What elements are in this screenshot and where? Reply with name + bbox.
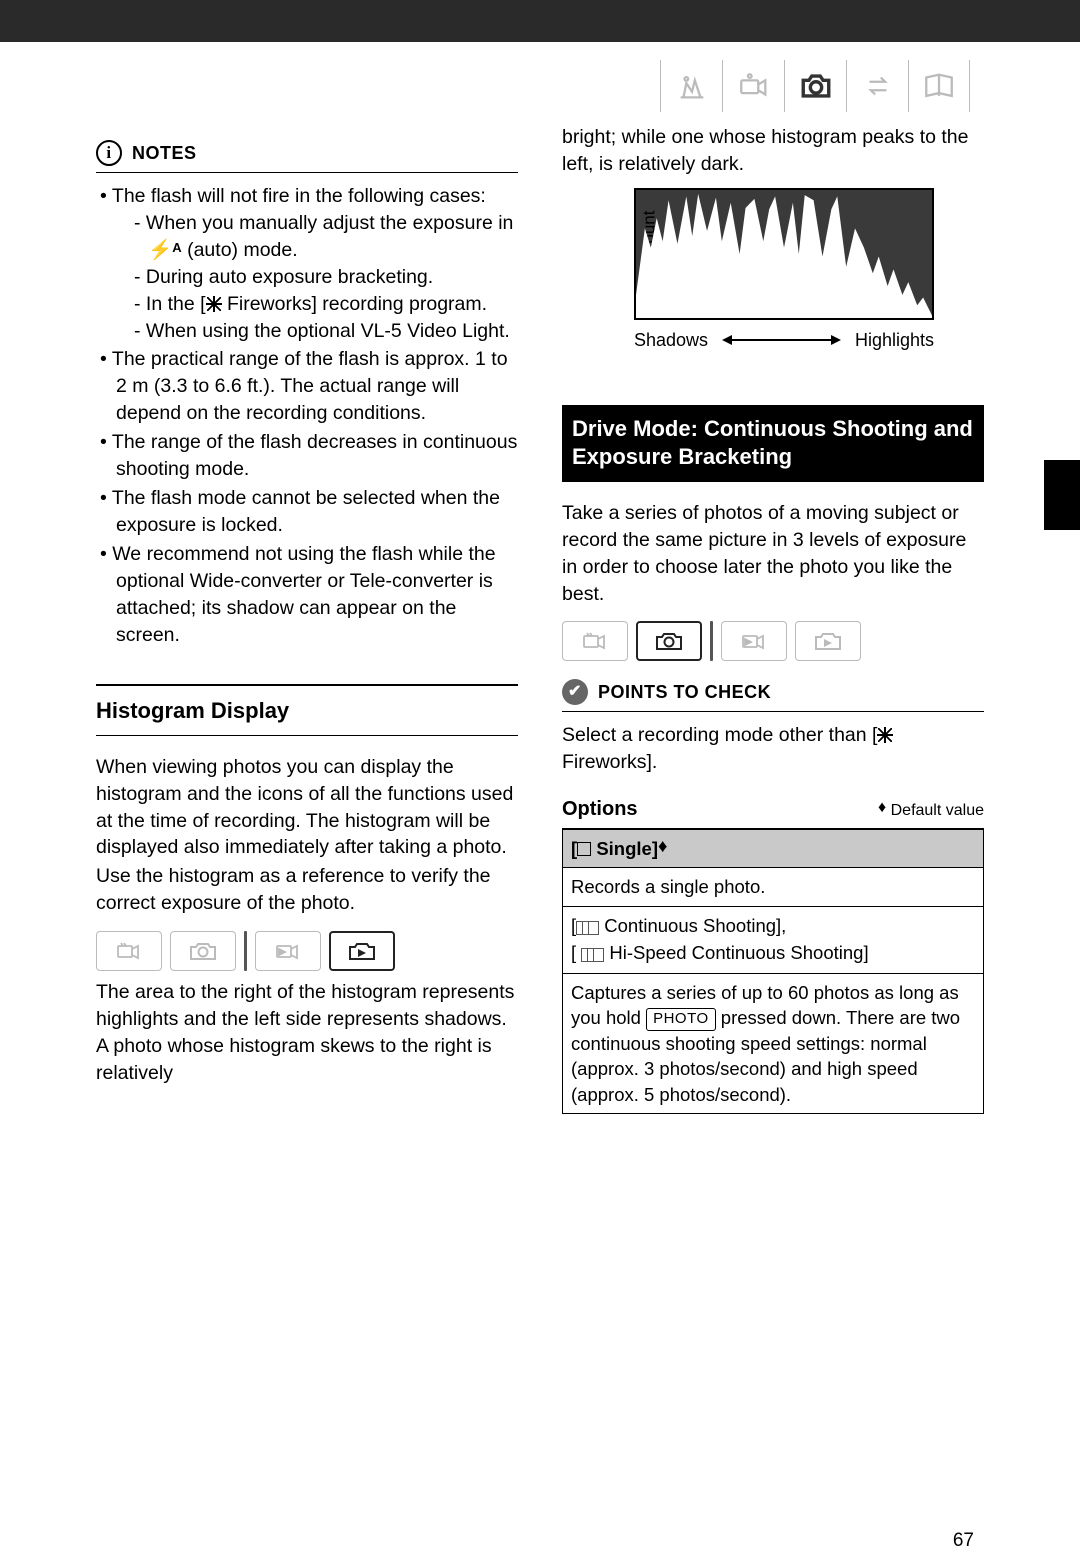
options-label: Options <box>562 796 638 824</box>
top-bar <box>0 0 1080 42</box>
option-row-continuous: [ Continuous Shooting], [ Hi-Speed Conti… <box>563 906 983 973</box>
check-icon: ✔ <box>562 679 588 705</box>
fireworks-icon <box>206 296 222 312</box>
page-number: 67 <box>953 1530 974 1552</box>
options-default-legend: ♦ Default value <box>878 800 984 822</box>
option-row-single: [ Single]♦ <box>563 829 983 868</box>
points-text: Select a recording mode other than [ Fir… <box>562 722 984 776</box>
notes-heading-text: NOTES <box>132 141 197 166</box>
histogram-figure: Pixel Count Shadows Highlights <box>602 188 984 353</box>
nav-prep-icon[interactable] <box>660 60 722 112</box>
options-table: [ Single]♦ Records a single photo. [ Con… <box>562 829 984 1114</box>
histogram-p2-cont: bright; while one whose histogram peaks … <box>562 124 984 178</box>
mode-separator <box>710 621 713 661</box>
option-row-continuous-desc: Captures a series of up to 60 photos as … <box>563 973 983 1114</box>
notes-list: The flash will not fire in the following… <box>96 183 518 648</box>
histogram-p1b: Use the histogram as a reference to veri… <box>96 863 518 917</box>
video-play-icon[interactable] <box>255 931 321 971</box>
note-subitem: When using the optional VL-5 Video Light… <box>134 318 518 345</box>
double-arrow-icon <box>724 339 839 341</box>
nav-video-icon[interactable] <box>722 60 784 112</box>
video-play-icon[interactable] <box>721 621 787 661</box>
mode-separator <box>244 931 247 971</box>
nav-camera-icon[interactable] <box>784 60 846 112</box>
square-icon <box>577 842 591 856</box>
page-content: i NOTES The flash will not fire in the f… <box>0 122 1080 1502</box>
note-subitem: In the [ Fireworks] recording program. <box>134 291 518 318</box>
histogram-xleft: Shadows <box>634 328 708 353</box>
drive-intro: Take a series of photos of a moving subj… <box>562 500 984 608</box>
info-icon: i <box>96 140 122 166</box>
nav-book-icon[interactable] <box>908 60 970 112</box>
video-rec-icon[interactable] <box>562 621 628 661</box>
option-row-single-desc: Records a single photo. <box>563 867 983 906</box>
camera-rec-icon[interactable] <box>170 931 236 971</box>
points-heading-text: POINTS TO CHECK <box>598 680 771 705</box>
histogram-chart: Pixel Count <box>634 188 934 320</box>
note-item: The range of the flash decreases in cont… <box>100 429 518 483</box>
photo-play-icon[interactable] <box>329 931 395 971</box>
nav-icon-row <box>0 42 1080 122</box>
points-heading: ✔ POINTS TO CHECK <box>562 679 984 712</box>
note-item: The flash will not fire in the following… <box>100 183 518 344</box>
photo-play-icon[interactable] <box>795 621 861 661</box>
histogram-xaxis: Shadows Highlights <box>634 328 934 353</box>
note-item: The practical range of the flash is appr… <box>100 346 518 427</box>
photo-button-label: PHOTO <box>646 1008 716 1031</box>
mode-row-drive <box>562 621 984 661</box>
note-subitem: When you manually adjust the exposure in… <box>134 210 518 264</box>
camera-rec-icon[interactable] <box>636 621 702 661</box>
options-heading: Options ♦ Default value <box>562 796 984 829</box>
fireworks-icon <box>877 727 893 743</box>
note-item: We recommend not using the flash while t… <box>100 541 518 649</box>
mode-row-histogram <box>96 931 518 971</box>
notes-heading: i NOTES <box>96 140 518 173</box>
video-rec-icon[interactable] <box>96 931 162 971</box>
histogram-xright: Highlights <box>855 328 934 353</box>
histogram-shape <box>636 190 932 318</box>
histogram-p2: The area to the right of the histogram r… <box>96 979 518 1087</box>
note-item: The flash mode cannot be selected when t… <box>100 485 518 539</box>
hispeed-continuous-icon <box>581 948 604 962</box>
drive-mode-title: Drive Mode: Continuous Shooting and Expo… <box>562 405 984 482</box>
histogram-p1: When viewing photos you can display the … <box>96 754 518 862</box>
note-subitem: During auto exposure bracketing. <box>134 264 518 291</box>
continuous-icon <box>576 921 599 935</box>
nav-transfer-icon[interactable] <box>846 60 908 112</box>
histogram-heading: Histogram Display <box>96 684 518 735</box>
